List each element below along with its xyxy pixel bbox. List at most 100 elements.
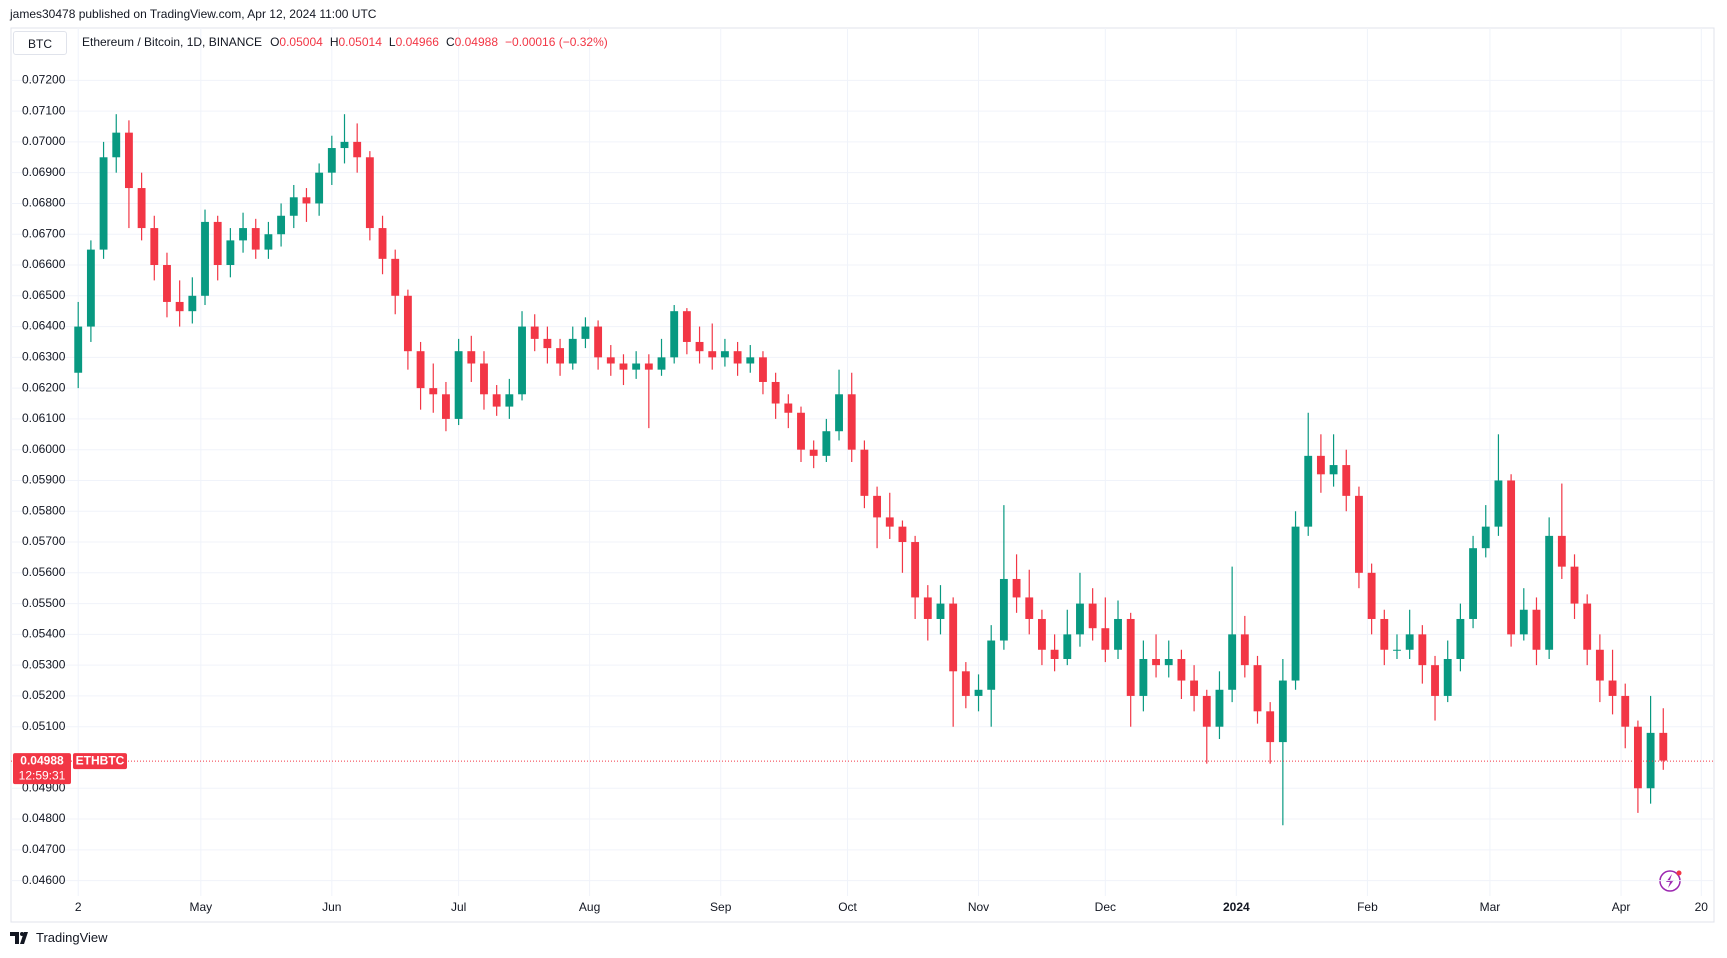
candle-body [391, 258, 400, 296]
candle-body [1126, 618, 1135, 696]
candle-body [1532, 609, 1541, 650]
candle-body [1278, 680, 1287, 743]
candle-body [1608, 680, 1617, 696]
x-tick-label: Oct [838, 900, 857, 914]
symbol-tag: ETHBTC [76, 753, 125, 767]
candle-body [505, 394, 514, 407]
candle-body [1088, 603, 1097, 629]
candle-body [1367, 572, 1376, 619]
candle-body [822, 431, 831, 456]
candle-body [530, 326, 539, 339]
candle-body [1456, 618, 1465, 659]
candle-body [1545, 535, 1554, 650]
y-tick-label: 0.05700 [22, 534, 66, 548]
candle-body [632, 363, 641, 370]
candle-body [771, 381, 780, 404]
x-tick-label: Aug [579, 900, 600, 914]
candle-body [733, 351, 742, 364]
candle-body [999, 578, 1008, 641]
candle-body [1557, 535, 1566, 567]
candle-body [1164, 658, 1173, 666]
candle-body [1342, 465, 1351, 496]
published-note: james30478 published on TradingView.com,… [10, 7, 377, 21]
candle-body [644, 363, 653, 370]
candle-body [467, 351, 476, 364]
candle-body [353, 141, 362, 158]
y-tick-label: 0.07100 [22, 103, 66, 117]
candle-body [1012, 578, 1021, 598]
y-tick-label: 0.05200 [22, 688, 66, 702]
candle-body [340, 141, 349, 149]
price-tag-bg [13, 753, 71, 785]
candle-body [759, 357, 767, 382]
y-tick-label: 0.04800 [22, 811, 66, 825]
h-value: 0.05014 [338, 35, 382, 49]
symbol-tag-bg [73, 753, 127, 770]
y-tick-label: 0.05500 [22, 596, 66, 610]
candle-body [1291, 526, 1300, 681]
candle-body [1076, 603, 1084, 635]
y-tick-label: 0.06600 [22, 257, 66, 271]
x-tick-label: Jul [451, 900, 466, 914]
ohlc-legend: Ethereum / Bitcoin, 1D, BINANCE O 0.05004… [82, 35, 615, 49]
candle-body [911, 542, 920, 598]
y-tick-label: 0.06300 [22, 350, 66, 364]
candle-body [556, 348, 564, 364]
candle-body [885, 517, 894, 527]
o-label: O [270, 35, 280, 49]
candle-body [378, 228, 387, 259]
candle-body [619, 363, 628, 370]
candle-body [847, 394, 856, 450]
countdown: 12:59:31 [19, 768, 66, 782]
h-label: H [329, 35, 339, 49]
candle-body [403, 295, 412, 352]
candle-body [961, 671, 970, 696]
candle-body [1202, 695, 1211, 727]
candle-body [898, 526, 907, 543]
candle-body [137, 188, 146, 229]
candles [74, 114, 1668, 826]
candle-body [1228, 634, 1237, 690]
candle-body [226, 240, 235, 266]
currency-button[interactable]: BTC [13, 31, 67, 55]
candle-body [74, 326, 83, 373]
candle-body [568, 338, 577, 364]
y-tick-label: 0.06000 [22, 442, 66, 456]
candle-body [1393, 649, 1401, 651]
candle-body [492, 394, 501, 407]
x-tick-label: Apr [1612, 900, 1631, 914]
candle-body [860, 449, 869, 496]
candle-body [835, 394, 843, 432]
x-tick-label: Feb [1357, 900, 1378, 914]
y-tick-label: 0.04700 [22, 842, 66, 856]
candle-body [1025, 597, 1034, 619]
c-label: C [445, 35, 455, 49]
candle-body [150, 228, 159, 266]
x-tick-label: Jun [322, 900, 341, 914]
candle-body [1431, 665, 1439, 696]
y-tick-label: 0.05300 [22, 657, 66, 671]
candle-body [1494, 480, 1503, 527]
y-tick-label: 0.06900 [22, 165, 66, 179]
x-tick-label: Sep [710, 900, 732, 914]
candle-body [1469, 548, 1478, 619]
candle-body [1418, 634, 1427, 666]
x-tick-label: May [189, 900, 212, 914]
candle-body [454, 351, 463, 419]
candle-body [974, 689, 983, 696]
y-tick-label: 0.06200 [22, 380, 66, 394]
candle-body [124, 132, 133, 189]
candle-body [1481, 526, 1490, 549]
candle-body [315, 172, 324, 204]
y-tick-label: 0.06500 [22, 288, 66, 302]
plot-frame [10, 27, 1715, 923]
candle-body [1101, 628, 1110, 650]
candle-body [1050, 649, 1059, 659]
candle-body [1646, 732, 1655, 789]
x-tick-label: Mar [1480, 900, 1501, 914]
ticks: 0.07200 0.07100 0.07000 0.06900 0.06800 0.067… [22, 72, 1708, 914]
y-tick-label: 0.05800 [22, 503, 66, 517]
candle-body [112, 132, 121, 158]
